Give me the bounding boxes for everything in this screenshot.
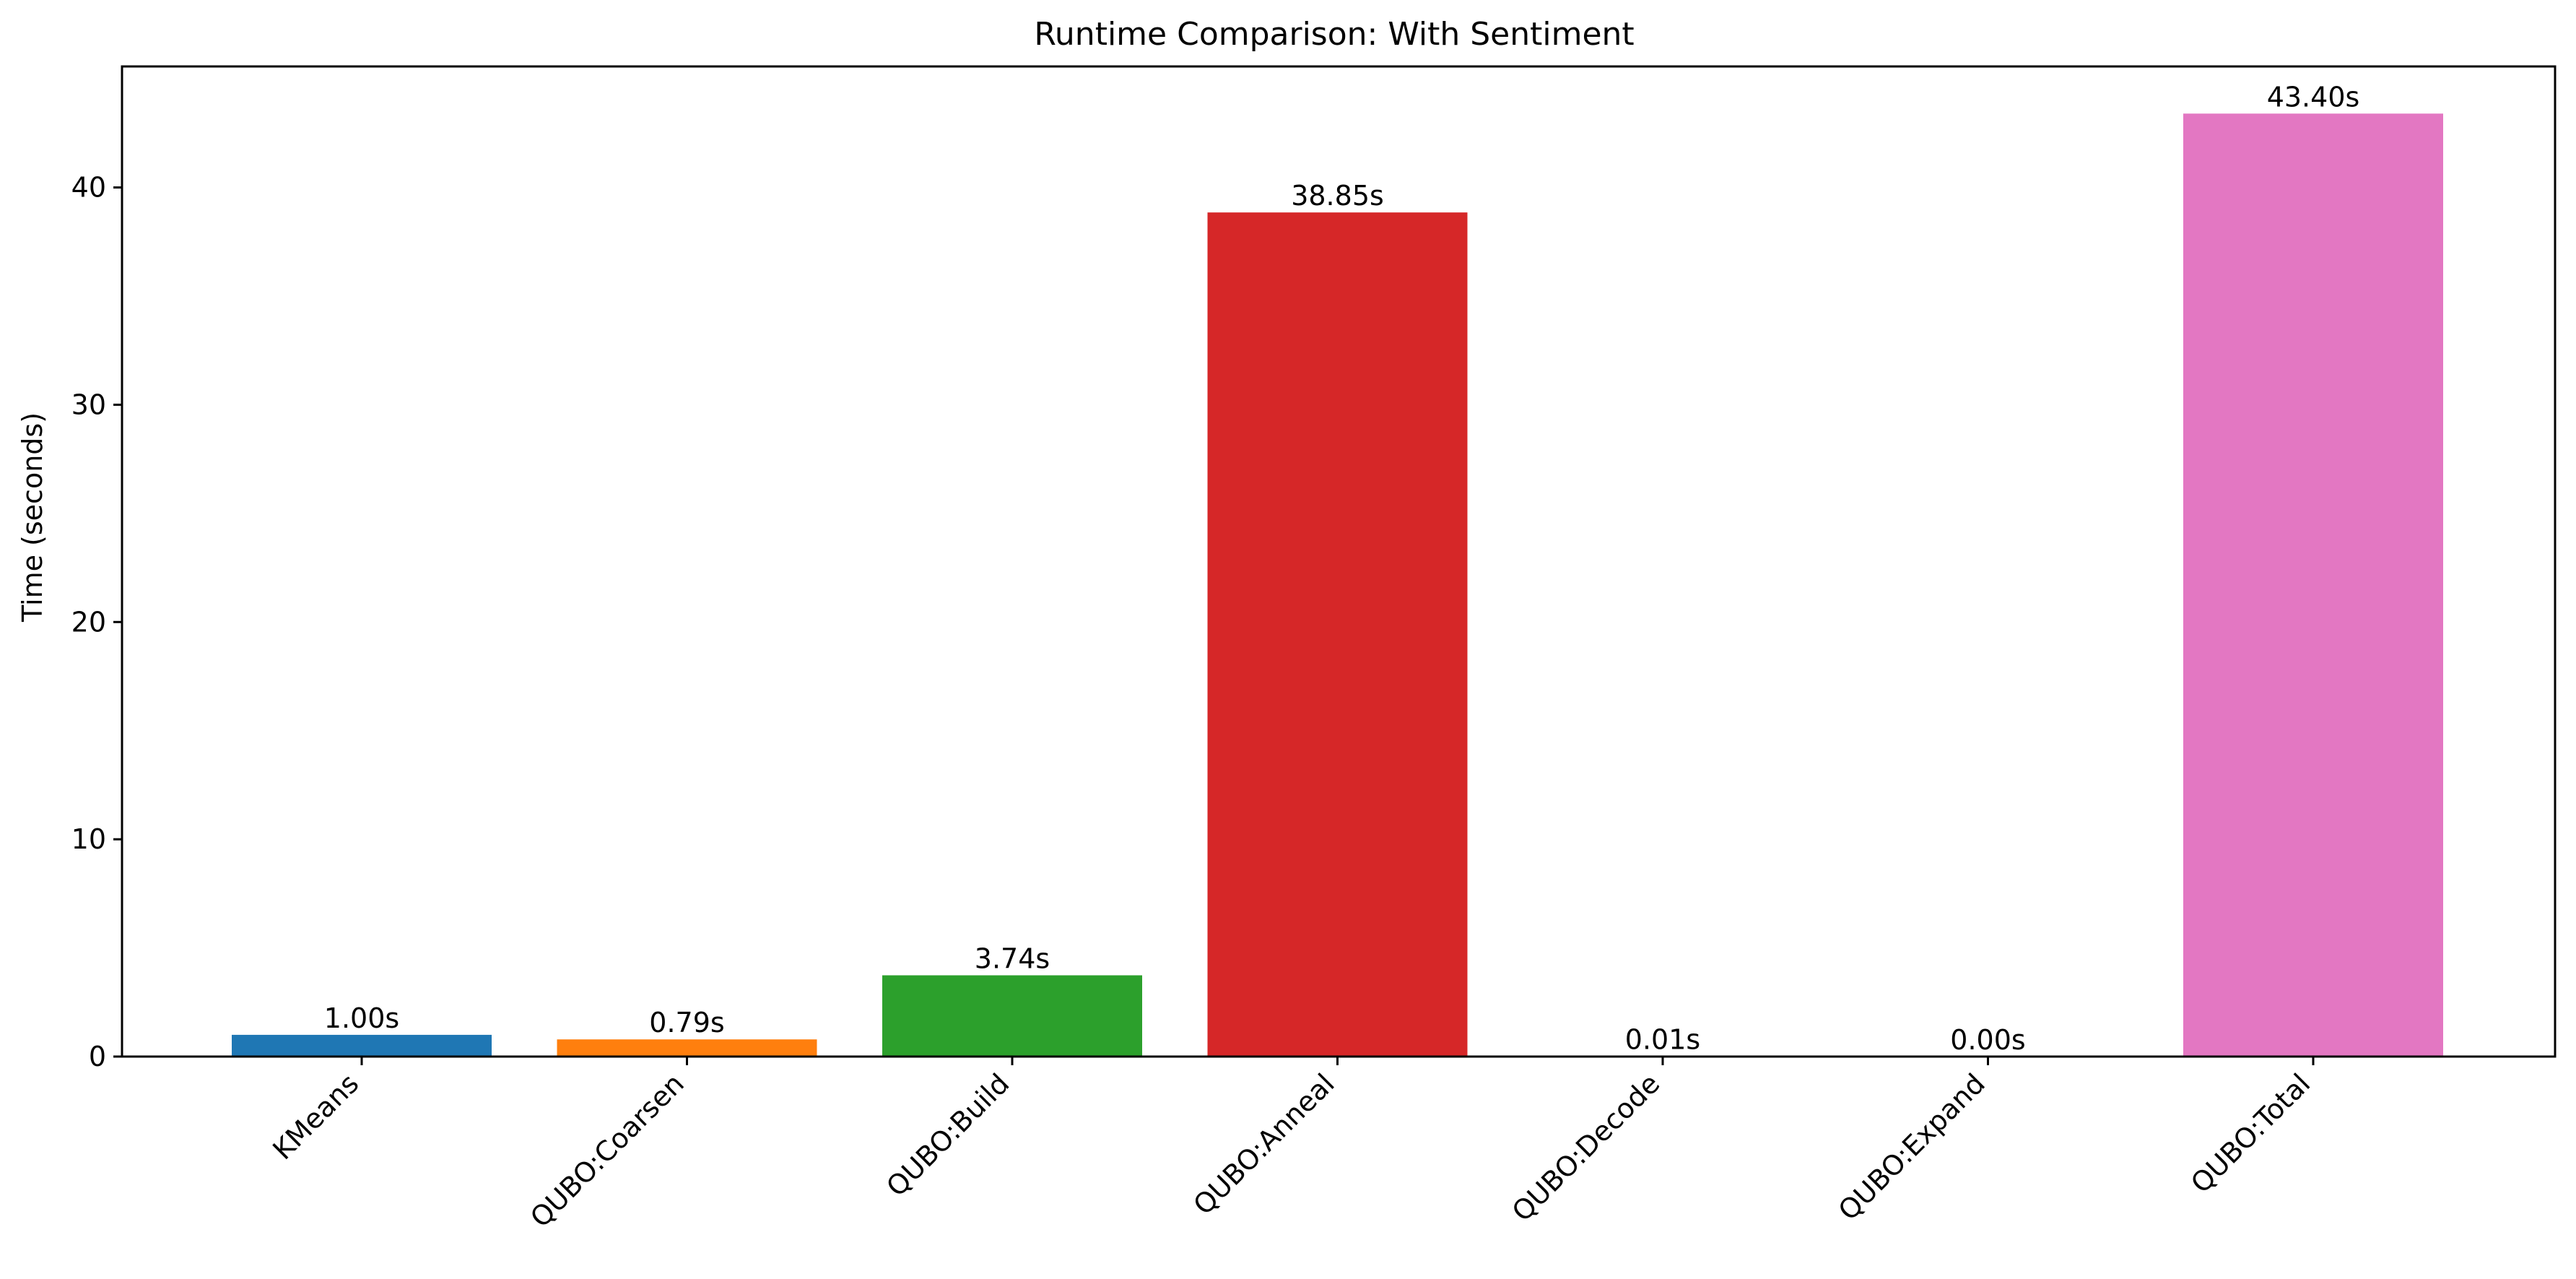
x-tick-label: KMeans (266, 1067, 365, 1166)
bars-group (232, 113, 2443, 1057)
y-tick-label: 10 (71, 823, 106, 855)
y-axis: 0 10 20 30 40 (71, 172, 122, 1072)
bar-qubo-build (882, 975, 1142, 1057)
data-label: 0.01s (1625, 1024, 1700, 1056)
y-tick-label: 30 (71, 389, 106, 420)
bar-qubo-anneal (1208, 212, 1468, 1057)
x-tick-label: QUBO:Expand (1832, 1067, 1991, 1226)
bar-qubo-coarsen (557, 1039, 817, 1057)
x-tick-label: QUBO:Coarsen (524, 1067, 690, 1234)
data-label: 43.40s (2267, 81, 2360, 113)
y-tick-label: 0 (89, 1041, 106, 1072)
chart-title: Runtime Comparison: With Sentiment (1034, 16, 1634, 53)
data-label: 0.79s (649, 1007, 724, 1039)
x-tick-label: QUBO:Anneal (1187, 1067, 1341, 1221)
y-tick-label: 20 (71, 606, 106, 638)
data-label: 3.74s (975, 942, 1050, 974)
data-label: 0.00s (1950, 1024, 2025, 1056)
bar-kmeans (232, 1035, 492, 1057)
data-label: 38.85s (1291, 180, 1384, 212)
y-tick-label: 40 (71, 172, 106, 204)
data-label: 1.00s (324, 1002, 399, 1034)
x-axis: KMeans QUBO:Coarsen QUBO:Build QUBO:Anneal Q… (266, 1057, 2316, 1234)
x-tick-label: QUBO:Total (2185, 1067, 2316, 1199)
bar-qubo-total (2183, 113, 2443, 1057)
y-axis-label: Time (seconds) (17, 412, 48, 623)
x-tick-label: QUBO:Decode (1506, 1067, 1666, 1228)
x-tick-label: QUBO:Build (880, 1067, 1015, 1202)
